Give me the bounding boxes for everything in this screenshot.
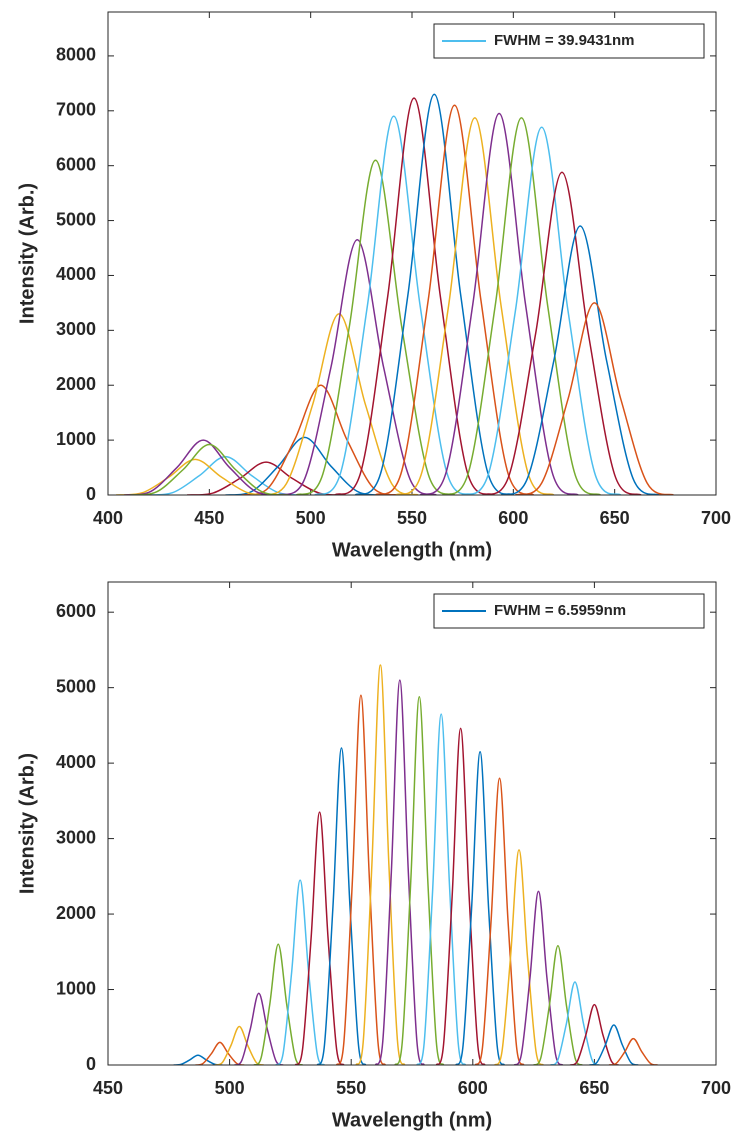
y-tick-label: 5000 <box>56 209 96 229</box>
spectrum-line <box>494 849 544 1065</box>
spectrum-line <box>394 695 445 1065</box>
y-tick-label: 3000 <box>56 827 96 847</box>
x-tick-label: 400 <box>93 508 123 528</box>
y-axis-label: Intensity (Arb.) <box>16 753 38 894</box>
spectrum-line <box>533 945 583 1065</box>
y-tick-label: 5000 <box>56 676 96 696</box>
spectrum-line <box>294 811 345 1065</box>
spectrum-line <box>354 93 514 495</box>
plot-area <box>173 664 658 1065</box>
spectrum-line <box>277 239 437 495</box>
spectrum-line <box>416 713 467 1065</box>
spectrum-line <box>474 777 525 1065</box>
y-tick-label: 0 <box>86 1054 96 1074</box>
spectrum-line <box>550 981 600 1065</box>
y-tick-label: 4000 <box>56 264 96 284</box>
x-tick-label: 450 <box>194 508 224 528</box>
spectrum-line <box>173 1054 223 1065</box>
y-tick-label: 0 <box>86 484 96 504</box>
spectrum-line <box>569 1003 620 1065</box>
x-tick-label: 650 <box>600 508 630 528</box>
legend-label: FWHM = 6.5959nm <box>494 602 626 619</box>
spectrum-line <box>375 104 535 495</box>
x-tick-label: 550 <box>397 508 427 528</box>
y-tick-label: 3000 <box>56 319 96 339</box>
spectrum-line <box>455 751 506 1065</box>
spectrum-line <box>335 694 386 1065</box>
spectrum-line <box>116 458 275 495</box>
x-tick-label: 650 <box>579 1078 609 1098</box>
spectrum-line <box>195 1041 245 1065</box>
spectrum-line <box>314 115 474 495</box>
spectrum-line <box>296 159 456 495</box>
y-axis-label: Intensity (Arb.) <box>16 183 38 324</box>
spectrum-line <box>462 126 622 495</box>
spectrum-line <box>316 747 367 1065</box>
spectrum-line <box>435 727 486 1065</box>
spectrum-line <box>225 436 384 495</box>
y-tick-label: 4000 <box>56 752 96 772</box>
y-tick-label: 1000 <box>56 429 96 449</box>
x-tick-label: 600 <box>498 508 528 528</box>
axes-box <box>107 11 717 496</box>
spectrum-line <box>482 171 642 495</box>
spectrum-line <box>515 302 674 495</box>
y-tick-label: 2000 <box>56 374 96 394</box>
spectrum-line <box>259 313 419 495</box>
spectrum-line <box>253 943 304 1065</box>
y-tick-label: 6000 <box>56 154 96 174</box>
spectrum-line <box>234 992 284 1065</box>
spectrum-line <box>374 679 425 1065</box>
x-tick-label: 500 <box>296 508 326 528</box>
spectrum-line <box>130 443 289 495</box>
y-tick-label: 1000 <box>56 978 96 998</box>
spectrum-line <box>589 1024 639 1065</box>
spectrum-line <box>419 112 579 495</box>
spectrum-line <box>334 97 494 495</box>
x-tick-label: 700 <box>701 508 731 528</box>
x-tick-label: 500 <box>215 1078 245 1098</box>
spectrum-line <box>214 1025 264 1065</box>
spectrum-line <box>275 879 326 1065</box>
y-tick-label: 6000 <box>56 601 96 621</box>
y-tick-label: 2000 <box>56 903 96 923</box>
y-tick-label: 8000 <box>56 45 96 65</box>
spectrum-line <box>124 439 283 495</box>
spectrum-line <box>441 117 601 495</box>
x-tick-label: 600 <box>458 1078 488 1098</box>
spectrum-line <box>355 664 406 1065</box>
legend-label: FWHM = 39.9431nm <box>494 32 634 49</box>
y-tick-label: 7000 <box>56 100 96 120</box>
spectrum-line <box>513 890 564 1065</box>
plot-area <box>116 93 674 495</box>
x-axis-label: Wavelength (nm) <box>332 1109 492 1131</box>
spectrum-line <box>500 225 660 495</box>
x-axis-label: Wavelength (nm) <box>332 539 492 561</box>
x-tick-label: 700 <box>701 1078 731 1098</box>
axes-box <box>107 581 717 1066</box>
x-tick-label: 550 <box>336 1078 366 1098</box>
x-tick-label: 450 <box>93 1078 123 1098</box>
spectrum-line <box>608 1037 658 1065</box>
spectrum-line <box>395 117 555 495</box>
spectrum-line <box>186 461 346 495</box>
